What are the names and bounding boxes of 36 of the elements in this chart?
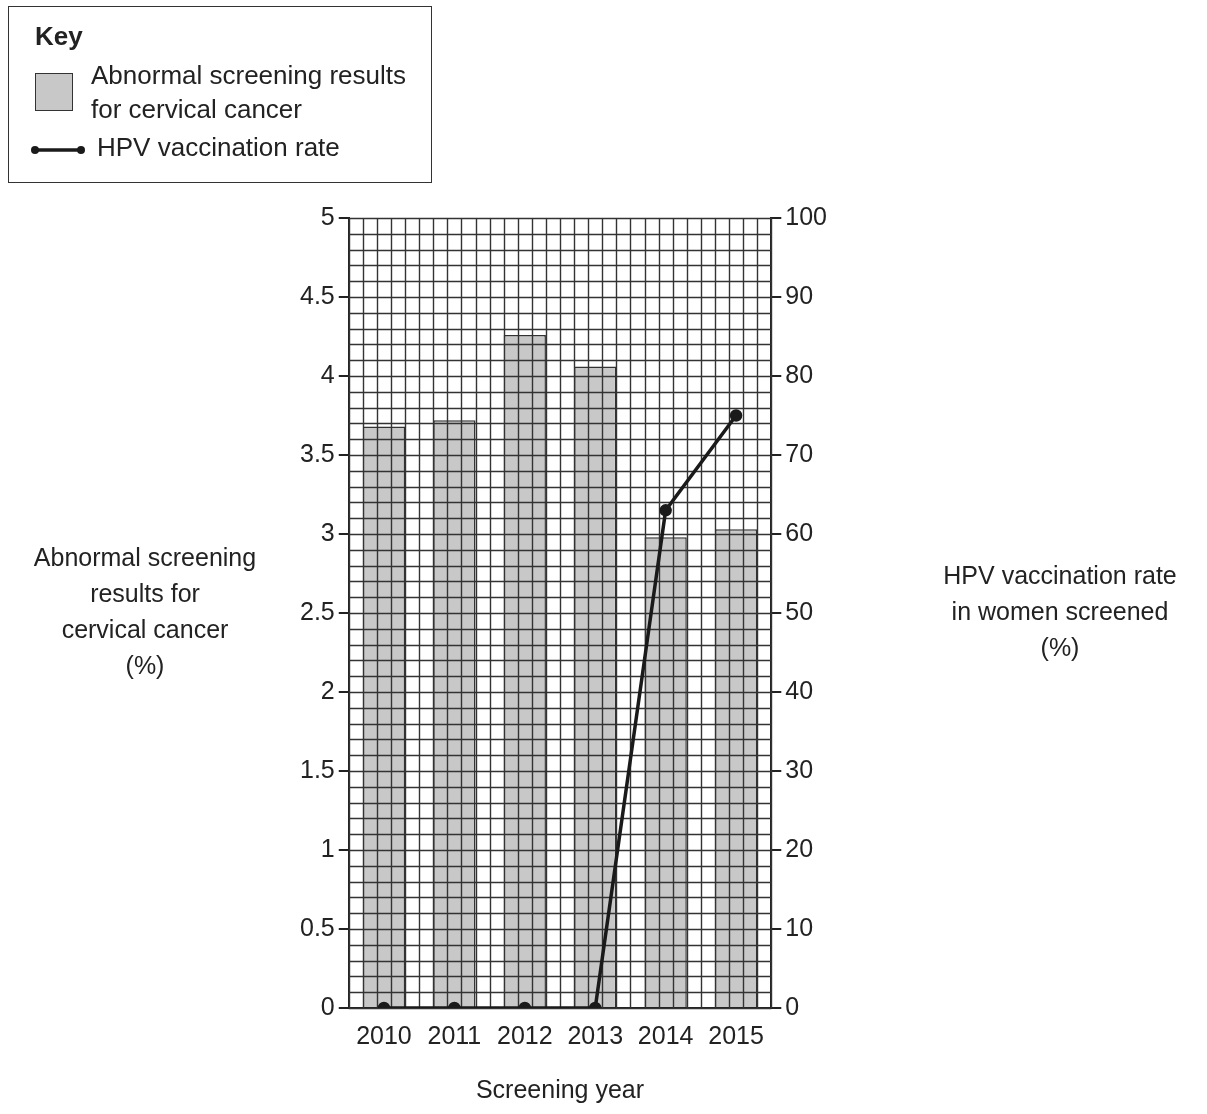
y2-tick-label: 70 [785,438,814,467]
y2-tick-label: 30 [785,754,814,783]
y-tick-label: 3 [320,517,335,546]
y-tick-label: 4 [320,359,335,388]
y-tick-label: 2 [320,675,335,704]
y-tick-label: 5 [320,201,335,230]
y-tick-label: 2.5 [299,596,335,625]
x-tick-label: 2013 [567,1020,624,1049]
y-tick-label: 0 [320,991,335,1020]
y2-tick-label: 100 [785,201,828,230]
point [729,409,743,422]
legend-label: HPV vaccination rate [97,131,340,164]
y-axis-title: Abnormal screening results for cervical cancer (%) [33,542,257,679]
x-tick-label: 2015 [708,1020,764,1049]
y2-tick-label: 50 [785,596,814,625]
point [659,504,672,517]
legend-label: Abnormal screening results for cervical cancer [91,59,408,126]
y-tick-label: 1.5 [299,754,335,783]
y-tick-label: 0.5 [299,912,335,941]
x-tick-label: 2012 [497,1020,553,1049]
y2-tick-label: 20 [785,833,814,862]
y-tick-label: 4.5 [299,280,335,309]
y2-tick-label: 90 [785,280,814,309]
x-tick-label: 2014 [637,1020,694,1049]
y2-tick-label: 40 [785,675,814,704]
y2-axis-title: HPV vaccination rate in women screened (%) [943,560,1177,661]
y2-tick-label: 0 [785,991,800,1020]
y2-tick-label: 60 [785,517,814,546]
legend-title: Key [35,21,84,52]
x-tick-label: 2011 [427,1020,482,1049]
y-tick-label: 3.5 [299,438,335,467]
y2-tick-label: 80 [785,359,814,388]
x-tick-label: 2010 [356,1020,412,1049]
y-tick-label: 1 [320,833,335,862]
y2-tick-label: 10 [785,912,814,941]
x-axis-title: Screening year [475,1074,645,1103]
